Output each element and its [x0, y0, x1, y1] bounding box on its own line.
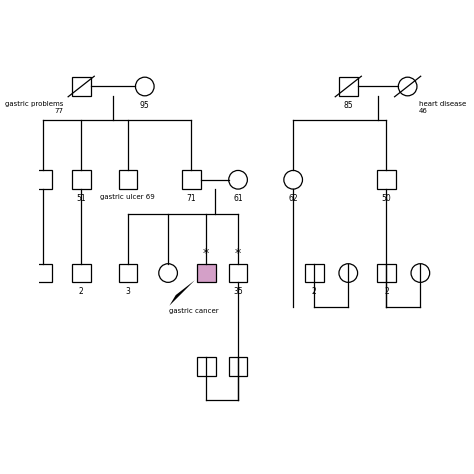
Text: 2: 2: [384, 287, 389, 296]
Circle shape: [411, 264, 430, 283]
Bar: [34, 171, 52, 189]
Bar: [305, 264, 324, 283]
Circle shape: [136, 77, 154, 96]
Text: 62: 62: [288, 194, 298, 203]
Text: heart disease
46: heart disease 46: [419, 101, 466, 114]
Bar: [377, 264, 396, 283]
Text: 2: 2: [312, 287, 317, 296]
Bar: [229, 264, 247, 283]
Bar: [118, 171, 137, 189]
Text: 2: 2: [79, 287, 83, 296]
Text: 50: 50: [382, 194, 392, 203]
Bar: [339, 77, 357, 96]
Text: gastric cancer: gastric cancer: [169, 308, 219, 314]
Bar: [197, 357, 216, 375]
Text: 95: 95: [140, 101, 150, 110]
Circle shape: [398, 77, 417, 96]
Bar: [72, 264, 91, 283]
Polygon shape: [169, 280, 195, 306]
Circle shape: [159, 264, 177, 283]
Text: 35: 35: [233, 287, 243, 296]
Circle shape: [229, 171, 247, 189]
Text: 61: 61: [233, 194, 243, 203]
Circle shape: [284, 171, 302, 189]
Text: 51: 51: [76, 194, 86, 203]
Text: gastric problems
77: gastric problems 77: [5, 101, 64, 114]
Bar: [377, 171, 396, 189]
Text: 85: 85: [344, 101, 353, 110]
Bar: [118, 264, 137, 283]
Bar: [229, 357, 247, 375]
Text: 71: 71: [187, 194, 196, 203]
Bar: [72, 77, 91, 96]
Text: gastric ulcer 69: gastric ulcer 69: [100, 194, 155, 200]
Text: 3: 3: [126, 287, 130, 296]
Bar: [182, 171, 201, 189]
Circle shape: [339, 264, 357, 283]
Bar: [197, 264, 216, 283]
Text: *: *: [235, 247, 241, 260]
Bar: [72, 171, 91, 189]
Text: *: *: [203, 247, 210, 260]
Bar: [34, 264, 52, 283]
